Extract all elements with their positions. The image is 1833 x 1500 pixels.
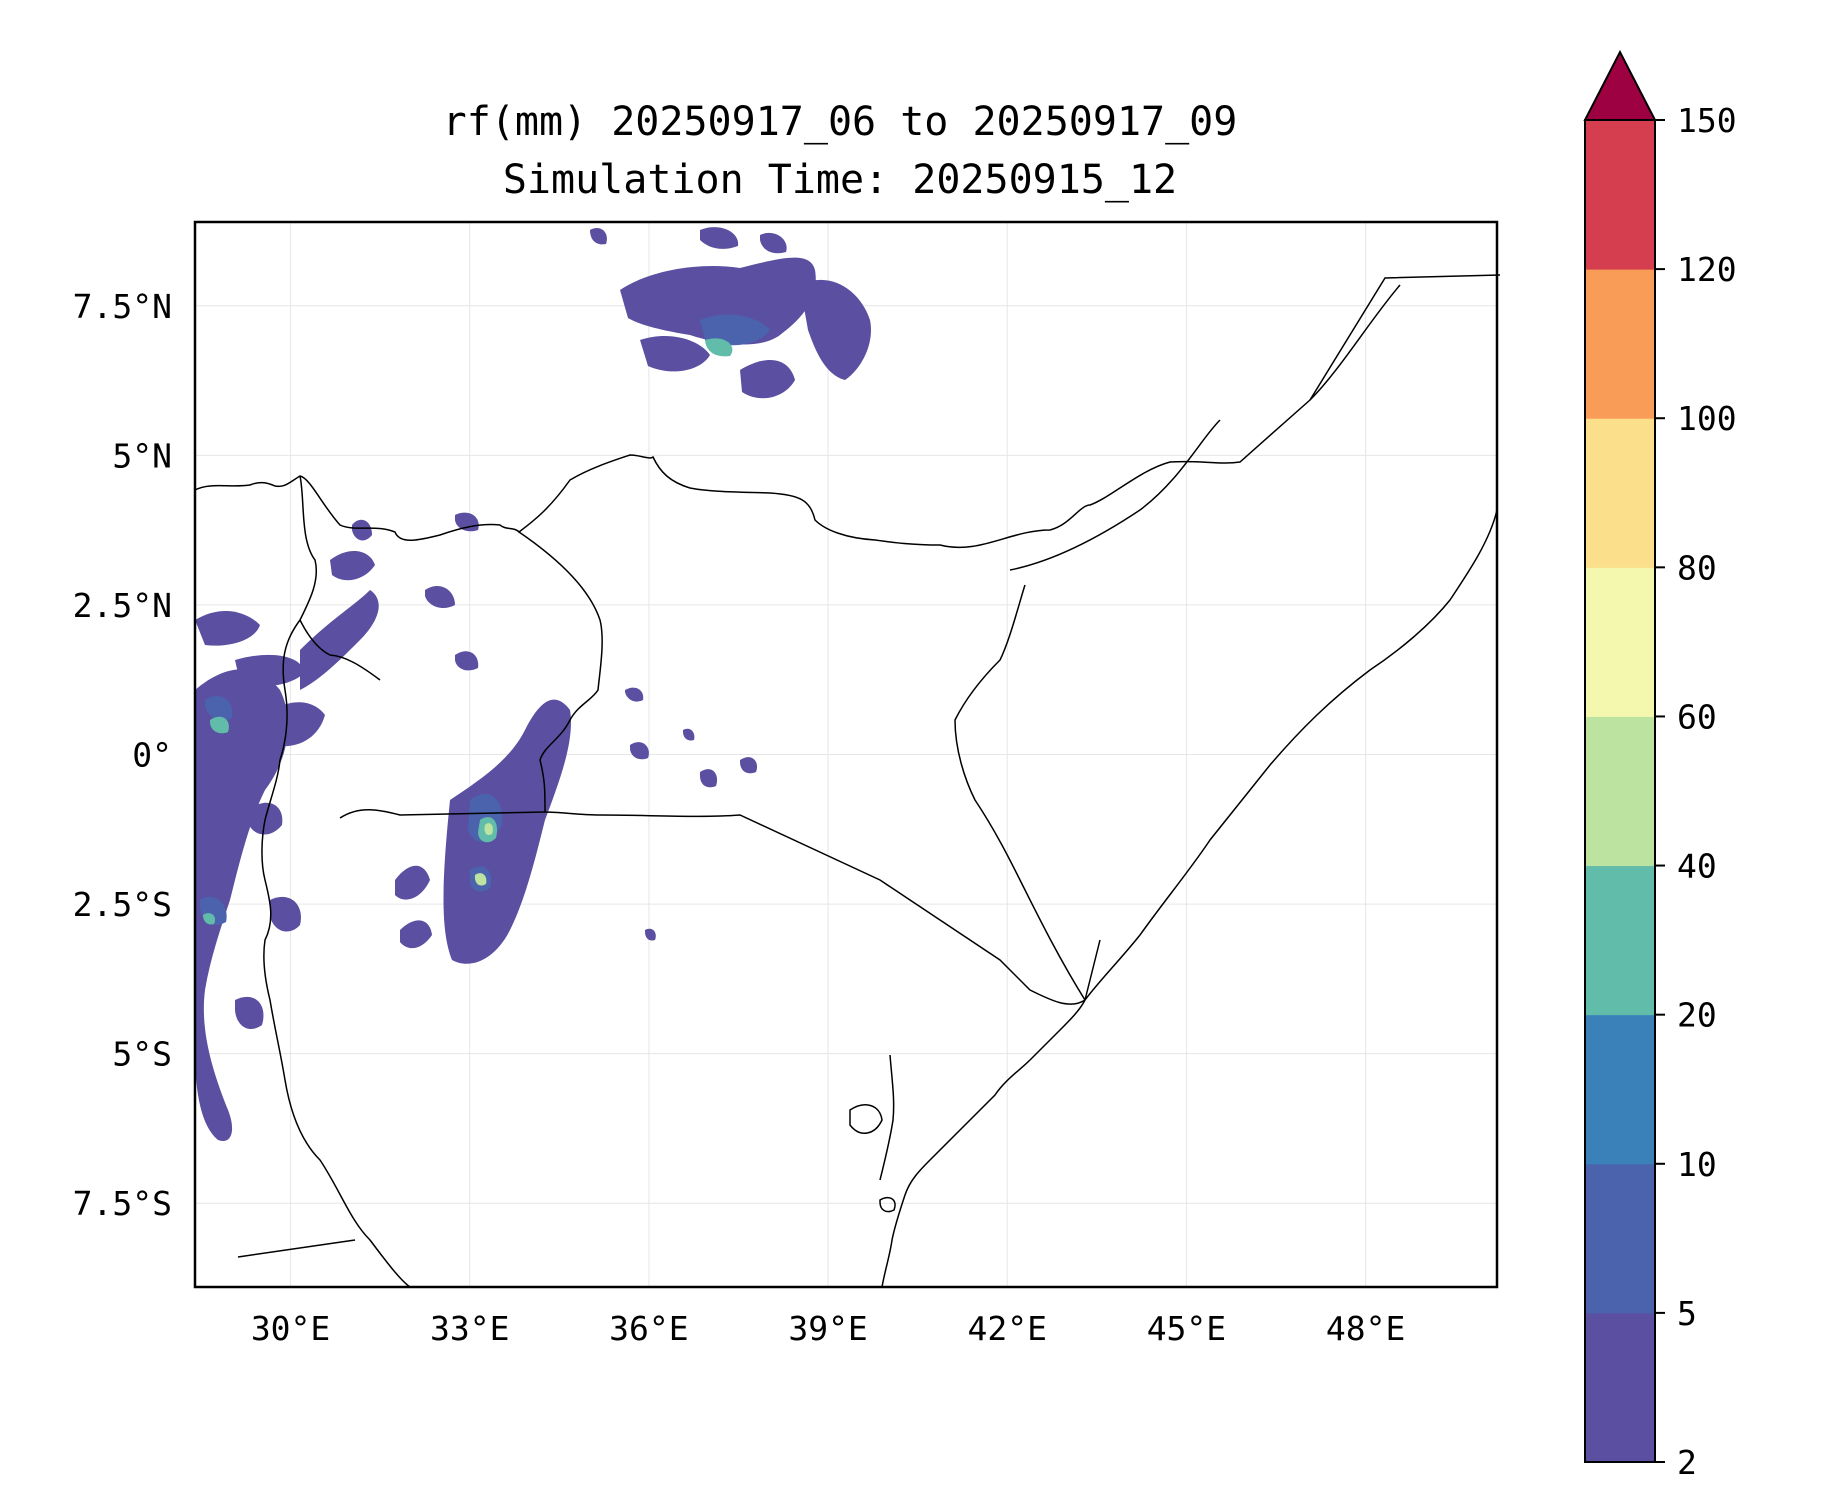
title: rf(mm) 20250917_06 to 20250917_09 Simula… [443,99,1238,203]
title-line2: Simulation Time: 20250915_12 [503,157,1177,203]
title-line1: rf(mm) 20250917_06 to 20250917_09 [443,99,1238,145]
colorbar-tick-label: 20 [1677,996,1717,1035]
lon-tick-label: 45°E [1147,1309,1226,1348]
latitude-ticks: 7.5°N 5°N 2.5°N 0° 2.5°S 5°S 7.5°S [73,287,172,1223]
colorbar-bin [1585,865,1655,1016]
lon-tick-label: 30°E [251,1309,330,1348]
colorbar-tick-label: 40 [1677,847,1717,886]
colorbar-bin [1585,1014,1655,1165]
colorbar-tick-label: 10 [1677,1145,1717,1184]
lon-tick-label: 36°E [609,1309,688,1348]
colorbar-tick-label: 150 [1677,101,1737,140]
lon-tick-label: 48°E [1326,1309,1405,1348]
lat-tick-label: 5°N [112,436,172,475]
colorbar-tick-label: 2 [1677,1443,1697,1482]
lat-tick-label: 5°S [112,1035,172,1074]
lon-tick-label: 33°E [430,1309,509,1348]
colorbar-tick-label: 120 [1677,250,1737,289]
rainfall-cluster-west [195,512,479,1141]
colorbar-bin [1585,567,1655,717]
map-frame [193,220,1499,1289]
colorbar-tick-label: 80 [1677,548,1717,587]
colorbar-tick-label: 5 [1677,1294,1697,1333]
colorbar-bin [1585,716,1655,867]
rainfall-field [195,227,871,1141]
colorbar-tick-label: 100 [1677,399,1737,438]
colorbar-frame [1584,119,1656,1463]
lon-tick-label: 39°E [788,1309,867,1348]
lat-tick-label: 2.5°S [73,885,172,924]
lat-tick-label: 7.5°N [73,287,172,326]
colorbar-extend-arrow [1583,49,1657,121]
rainfall-cluster-kenya [625,687,758,941]
country-borders [194,274,1501,1288]
colorbar-tick-label: 60 [1677,697,1717,736]
colorbar-bin [1585,1312,1655,1463]
rainfall-cluster-lake-victoria [395,699,571,964]
longitude-ticks: 30°E 33°E 36°E 39°E 42°E 45°E 48°E [251,1309,1406,1348]
colorbar-bin [1585,1163,1655,1314]
lat-tick-label: 2.5°N [73,586,172,625]
colorbar-bin [1585,269,1655,419]
lat-tick-label: 0° [132,736,172,775]
colorbar: 2 5 10 20 40 60 80 100 120 150 [1583,49,1737,1482]
lon-tick-label: 42°E [968,1309,1047,1348]
lat-tick-label: 7.5°S [73,1184,172,1223]
map-panel [193,220,1501,1289]
colorbar-bin [1585,120,1655,270]
colorbar-bin [1585,418,1655,568]
rainfall-cluster-ethiopia [590,227,871,399]
